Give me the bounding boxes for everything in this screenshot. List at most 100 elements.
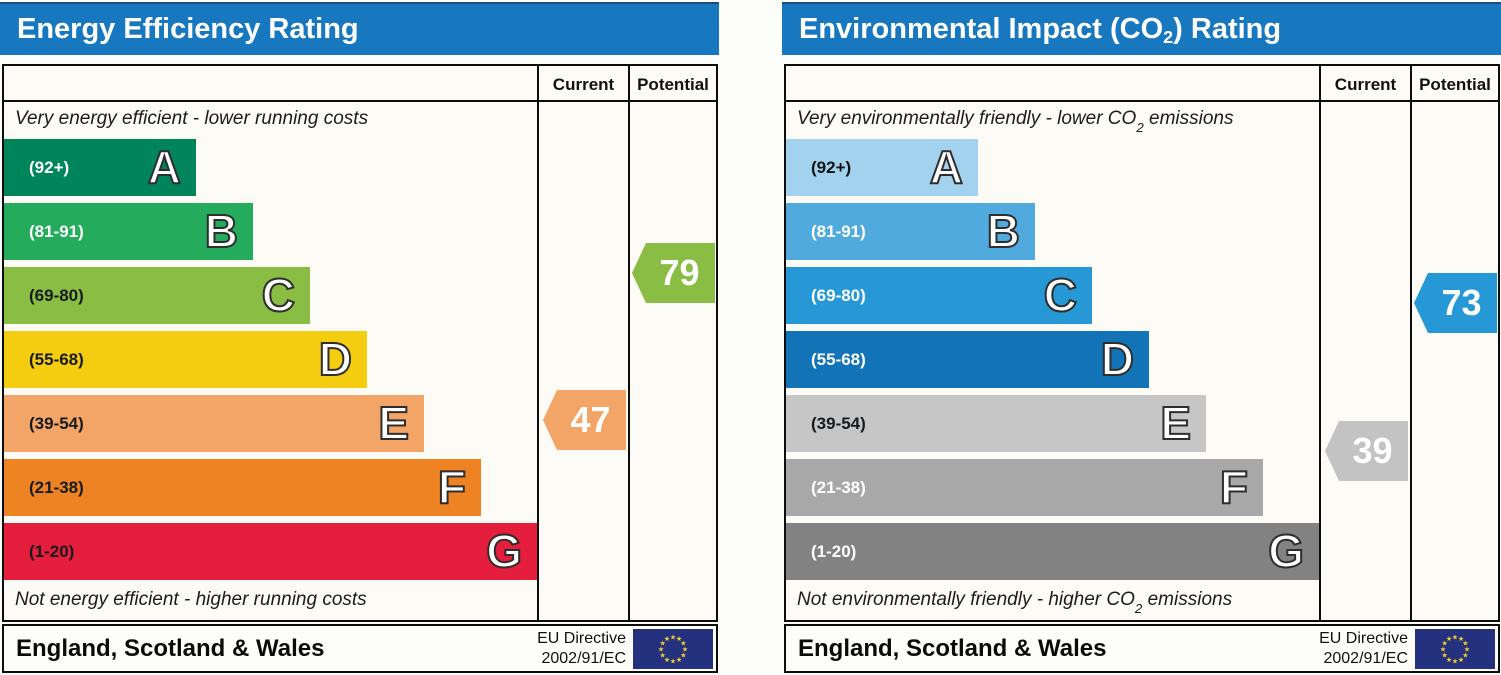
eu-directive-label: EU Directive 2002/91/EC bbox=[537, 629, 626, 669]
svg-text:★: ★ bbox=[680, 640, 686, 648]
svg-text:★: ★ bbox=[659, 652, 665, 660]
column-divider bbox=[537, 64, 539, 622]
band-g-letter: G bbox=[1267, 524, 1305, 578]
band-b-range: (81-91) bbox=[29, 222, 84, 241]
band-c-range: (69-80) bbox=[29, 286, 84, 305]
band-b: (81-91) B bbox=[4, 203, 253, 260]
band-b-letter: B bbox=[986, 204, 1021, 258]
svg-text:★: ★ bbox=[1446, 635, 1452, 643]
bottom-caption: Not environmentally friendly - higher CO… bbox=[797, 589, 1232, 617]
svg-text:★: ★ bbox=[1452, 658, 1458, 666]
band-d-letter: D bbox=[318, 332, 353, 386]
title-subscript: 2 bbox=[1163, 27, 1174, 48]
svg-text:★: ★ bbox=[676, 635, 682, 643]
top-caption-pre: Very environmentally friendly - lower CO bbox=[797, 108, 1137, 129]
current-rating-arrow: 39 bbox=[1325, 421, 1408, 481]
footer: England, Scotland & Wales EU Directive 2… bbox=[2, 624, 718, 673]
environmental-impact-title: Environmental Impact (CO2) Rating bbox=[782, 2, 1501, 55]
svg-text:★: ★ bbox=[670, 658, 676, 666]
band-f-letter: F bbox=[1219, 460, 1249, 514]
eu-directive-line1: EU Directive bbox=[1319, 630, 1408, 647]
current-column-header: Current bbox=[552, 75, 615, 94]
svg-text:★: ★ bbox=[1452, 634, 1458, 642]
svg-text:★: ★ bbox=[1458, 656, 1464, 664]
svg-text:★: ★ bbox=[1440, 646, 1446, 654]
svg-text:★: ★ bbox=[658, 646, 664, 654]
band-c-range: (69-80) bbox=[811, 286, 866, 305]
current-rating-value: 39 bbox=[1352, 430, 1393, 471]
band-a: (92+) A bbox=[4, 139, 196, 196]
band-c: (69-80) C bbox=[4, 267, 310, 324]
svg-text:★: ★ bbox=[659, 640, 665, 648]
band-a-range: (92+) bbox=[811, 158, 852, 177]
potential-rating-value: 79 bbox=[659, 252, 700, 293]
eu-flag-icon: ★ ★ ★★ ★★ ★★ ★★ ★★ bbox=[1415, 629, 1495, 669]
header-divider bbox=[2, 100, 718, 102]
top-caption: Very energy efficient - lower running co… bbox=[15, 108, 369, 129]
svg-text:★: ★ bbox=[1464, 646, 1470, 654]
band-e: (39-54) E bbox=[4, 395, 424, 452]
top-caption-subscript: 2 bbox=[1136, 120, 1144, 136]
band-d-range: (55-68) bbox=[29, 350, 84, 369]
band-f-letter: F bbox=[437, 460, 467, 514]
title-text-pre: Environmental Impact (CO bbox=[799, 13, 1164, 45]
bottom-caption-subscript: 2 bbox=[1134, 601, 1143, 617]
potential-column-header: Potential bbox=[1419, 75, 1491, 94]
band-b: (81-91) B bbox=[786, 203, 1035, 260]
bottom-caption-pre: Not environmentally friendly - higher CO bbox=[797, 589, 1135, 610]
band-f: (21-38) F bbox=[786, 459, 1263, 516]
band-d: (55-68) D bbox=[4, 331, 367, 388]
band-e-range: (39-54) bbox=[29, 414, 84, 433]
svg-text:★: ★ bbox=[1441, 640, 1447, 648]
title-text: Energy Efficiency Rating bbox=[17, 13, 359, 45]
environmental-impact-panel: Environmental Impact (CO2) Rating Curren… bbox=[782, 0, 1501, 675]
column-divider bbox=[628, 64, 630, 622]
eu-directive-line1: EU Directive bbox=[537, 630, 626, 647]
band-a-range: (92+) bbox=[29, 158, 70, 177]
column-divider bbox=[1410, 64, 1412, 622]
current-rating-arrow: 47 bbox=[543, 390, 626, 450]
svg-text:★: ★ bbox=[1458, 635, 1464, 643]
svg-text:★: ★ bbox=[670, 634, 676, 642]
band-e-range: (39-54) bbox=[811, 414, 866, 433]
band-g: (1-20) G bbox=[4, 523, 537, 580]
svg-text:★: ★ bbox=[676, 656, 682, 664]
potential-column-header: Potential bbox=[637, 75, 709, 94]
top-caption: Very environmentally friendly - lower CO… bbox=[797, 108, 1234, 136]
eu-directive-line2: 2002/91/EC bbox=[1323, 650, 1408, 667]
svg-text:★: ★ bbox=[1462, 640, 1468, 648]
eu-directive-label: EU Directive 2002/91/EC bbox=[1319, 629, 1408, 669]
column-divider bbox=[1319, 64, 1321, 622]
band-a: (92+) A bbox=[786, 139, 978, 196]
band-f-range: (21-38) bbox=[29, 478, 84, 497]
energy-efficiency-panel: Energy Efficiency Rating Current Potenti… bbox=[0, 0, 719, 675]
svg-text:★: ★ bbox=[664, 656, 670, 664]
band-d-range: (55-68) bbox=[811, 350, 866, 369]
band-c-letter: C bbox=[261, 268, 296, 322]
bottom-caption: Not energy efficient - higher running co… bbox=[15, 589, 367, 610]
band-g-letter: G bbox=[485, 524, 523, 578]
band-e: (39-54) E bbox=[786, 395, 1206, 452]
band-f: (21-38) F bbox=[4, 459, 481, 516]
band-d-letter: D bbox=[1100, 332, 1135, 386]
energy-efficiency-title: Energy Efficiency Rating bbox=[0, 2, 719, 55]
region-label: England, Scotland & Wales bbox=[16, 635, 325, 662]
band-c-letter: C bbox=[1043, 268, 1078, 322]
band-f-range: (21-38) bbox=[811, 478, 866, 497]
potential-rating-arrow: 79 bbox=[632, 243, 715, 303]
band-b-letter: B bbox=[204, 204, 239, 258]
eu-directive-line2: 2002/91/EC bbox=[541, 650, 626, 667]
potential-rating-value: 73 bbox=[1441, 282, 1482, 323]
band-d: (55-68) D bbox=[786, 331, 1149, 388]
top-caption-post: emissions bbox=[1143, 108, 1234, 129]
potential-rating-arrow: 73 bbox=[1414, 273, 1497, 333]
region-label: England, Scotland & Wales bbox=[798, 635, 1107, 662]
band-a-letter: A bbox=[147, 140, 182, 194]
svg-text:★: ★ bbox=[1446, 656, 1452, 664]
band-e-letter: E bbox=[377, 396, 410, 450]
svg-text:★: ★ bbox=[1441, 652, 1447, 660]
svg-text:★: ★ bbox=[1462, 652, 1468, 660]
svg-text:★: ★ bbox=[664, 635, 670, 643]
current-rating-value: 47 bbox=[570, 399, 611, 440]
